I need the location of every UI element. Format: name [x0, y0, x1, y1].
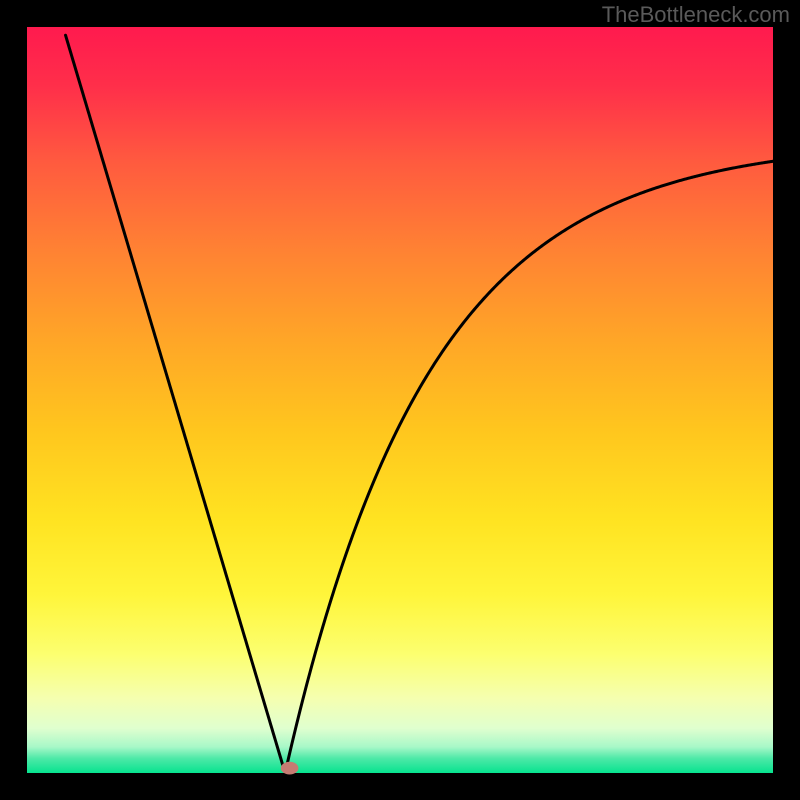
optimum-marker — [281, 762, 299, 775]
chart-svg — [0, 0, 800, 800]
chart-stage: TheBottleneck.com — [0, 0, 800, 800]
plot-bg — [27, 27, 773, 773]
watermark-text: TheBottleneck.com — [602, 2, 790, 28]
